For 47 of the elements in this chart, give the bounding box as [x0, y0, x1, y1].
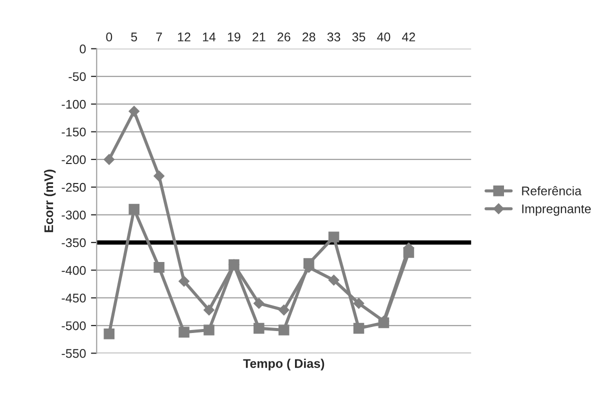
legend-label: Impregnante [522, 204, 591, 216]
x-tick-label: 21 [252, 32, 266, 42]
point [253, 298, 264, 309]
point [328, 274, 340, 286]
point [278, 304, 290, 316]
y-tick-label: -500 [62, 321, 86, 330]
x-tick-label: 19 [228, 32, 240, 42]
y-tick-label: -300 [62, 210, 86, 220]
point [353, 322, 364, 334]
y-tick-label: -450 [62, 294, 86, 303]
x-tick-label: 42 [402, 32, 416, 42]
y-tick-label: 0 [80, 44, 86, 54]
point [154, 170, 164, 182]
y-tick-label: -350 [62, 238, 86, 248]
x-tick-label: 33 [327, 32, 340, 42]
y-tick-label: -550 [62, 349, 86, 358]
point [254, 322, 264, 334]
point [154, 262, 164, 273]
x-tick-label: 35 [352, 32, 366, 42]
x-tick-label: 12 [178, 32, 190, 42]
x-tick-label: 0 [106, 32, 112, 42]
point [204, 324, 214, 336]
x-tick-label: 28 [302, 32, 316, 42]
y-tick-label: -50 [68, 72, 86, 82]
x-tick-label: 7 [156, 32, 162, 42]
y-axis-title: Ecorr (mV) [44, 170, 56, 232]
y-tick-label: -100 [62, 100, 86, 109]
point [128, 204, 140, 215]
x-tick-label: 40 [377, 32, 390, 42]
legend-label: Referência [522, 186, 582, 196]
y-tick-label: -150 [62, 128, 86, 136]
point [104, 154, 115, 165]
x-tick-label: 14 [202, 32, 216, 42]
point [104, 328, 115, 340]
x-axis-title: Tempo ( Dias) [243, 358, 324, 370]
point [328, 232, 340, 242]
y-tick-label: -400 [62, 266, 86, 275]
point [178, 326, 190, 338]
point [204, 304, 214, 316]
point [128, 106, 140, 117]
point [178, 276, 190, 287]
y-tick-label: -250 [62, 182, 86, 192]
y-tick-label: -200 [62, 155, 86, 164]
x-tick-label: 5 [131, 32, 138, 42]
point [278, 324, 290, 336]
x-tick-label: 26 [278, 32, 290, 42]
point [353, 298, 364, 309]
